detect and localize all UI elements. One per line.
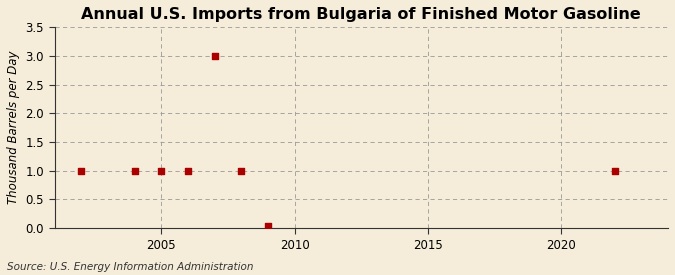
Point <box>236 169 246 173</box>
Point <box>156 169 167 173</box>
Point <box>209 54 220 58</box>
Point <box>610 169 620 173</box>
Point <box>129 169 140 173</box>
Y-axis label: Thousand Barrels per Day: Thousand Barrels per Day <box>7 51 20 204</box>
Point <box>263 224 273 229</box>
Point <box>182 169 193 173</box>
Title: Annual U.S. Imports from Bulgaria of Finished Motor Gasoline: Annual U.S. Imports from Bulgaria of Fin… <box>82 7 641 22</box>
Point <box>76 169 86 173</box>
Text: Source: U.S. Energy Information Administration: Source: U.S. Energy Information Administ… <box>7 262 253 272</box>
